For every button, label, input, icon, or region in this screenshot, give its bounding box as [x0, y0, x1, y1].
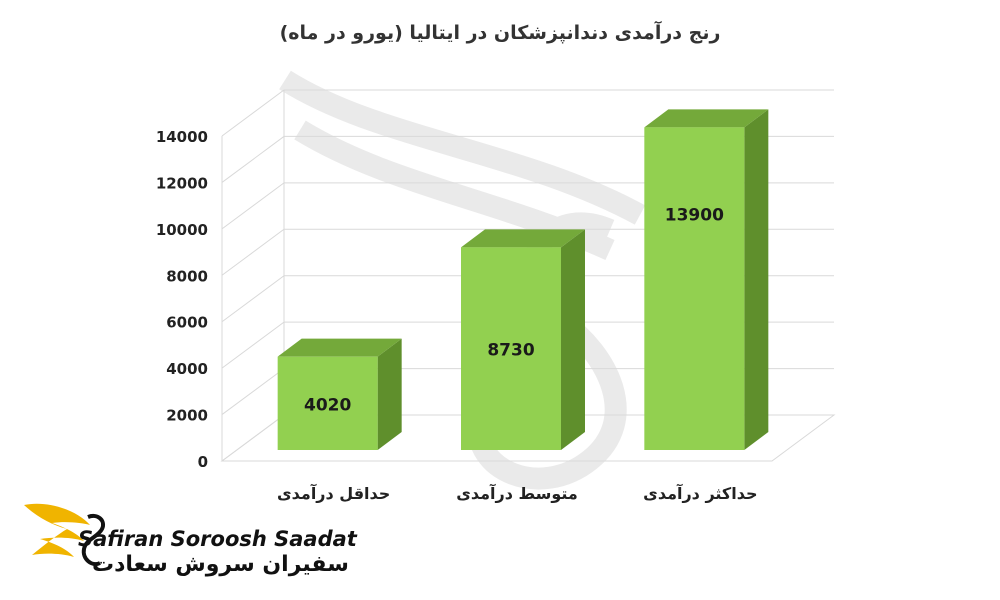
bar-value-label: 4020: [304, 395, 351, 415]
bar: [644, 127, 745, 451]
y-tick-label: 14000: [156, 128, 208, 146]
y-tick-label: 8000: [166, 267, 208, 285]
bar-side: [744, 109, 769, 451]
bar-top: [277, 338, 402, 357]
x-axis-ticks: حداقل درآمدی متوسط درآمدی حداکثر درآمدی: [277, 483, 757, 503]
gold-wing-bird-logo-icon: [24, 503, 105, 566]
bar-side: [561, 229, 585, 450]
brand-name-fa: سفیران سروش سعادت: [92, 552, 349, 577]
gridline: [221, 89, 834, 137]
y-tick-label: 4000: [166, 360, 208, 378]
brand-logo: [22, 495, 292, 585]
bar-top: [644, 109, 769, 128]
x-tick-label: حداقل درآمدی: [277, 483, 390, 503]
bar-value-label: 8730: [487, 341, 534, 361]
chart-title: رنج درآمدی دندانپزشکان در ایتالیا (یورو …: [279, 22, 721, 44]
y-axis-ticks: 0 2000 4000 6000 8000 10000 12000 14000: [156, 128, 208, 471]
bar-value-label: 13900: [665, 206, 724, 226]
y-tick-label: 12000: [156, 174, 208, 192]
bar: [277, 356, 378, 450]
bar-top: [461, 229, 585, 248]
bar-side: [377, 338, 402, 450]
brand-name-en: Safiran Soroosh Saadat: [78, 527, 357, 551]
bar: [461, 247, 561, 450]
bars: 4020 8730 13900: [277, 109, 769, 451]
y-tick-label: 6000: [166, 314, 208, 332]
x-tick-label: متوسط درآمدی: [456, 483, 578, 503]
y-tick-label: 0: [198, 453, 208, 471]
x-tick-label: حداکثر درآمدی: [643, 483, 757, 503]
y-tick-label: 2000: [166, 407, 208, 425]
y-tick-label: 10000: [156, 221, 208, 239]
